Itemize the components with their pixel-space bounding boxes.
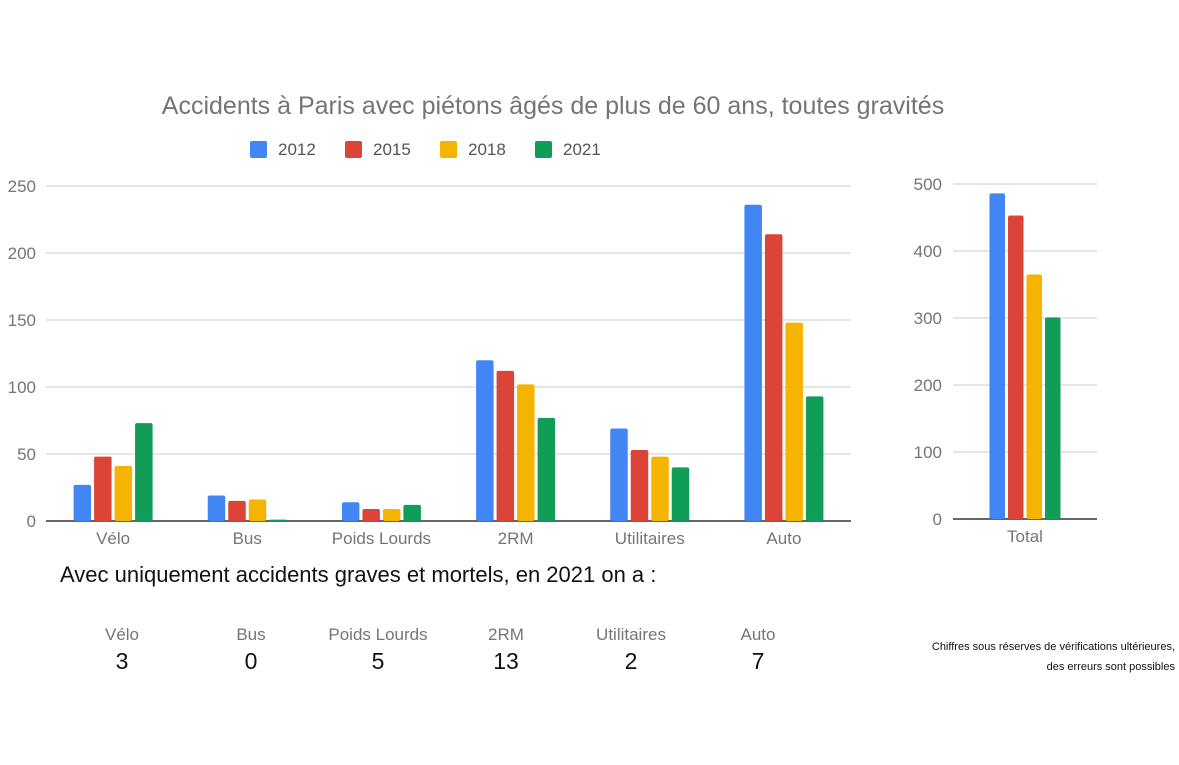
serious-category: Poids Lourds [328,625,428,644]
bar-velo-2018 [114,466,133,521]
serious-value: 13 [493,648,519,674]
x-tick-label-poids-lourds: Poids Lourds [332,529,431,548]
bar-total-2012 [989,193,1005,519]
disclaimer: Chiffres sous réserves de vérifications … [932,637,1175,677]
bar-poids-lourds-2018 [382,508,401,521]
legend-swatch-2018 [440,141,457,158]
y-tick-label: 400 [914,242,942,261]
serious-category: Bus [236,625,266,644]
y-tick-label: 50 [17,445,36,464]
total-bar-chart: 0 100 200 300 400 500 Total [914,175,1097,546]
y-tick-label: 0 [933,510,942,529]
serious-value: 2 [624,648,638,674]
serious-value: 5 [371,648,385,674]
disclaimer-line-1: Chiffres sous réserves de vérifications … [931,641,1175,653]
bar-utilitaires-2012 [610,428,628,521]
y-tick-label: 100 [914,443,942,462]
bar-auto-2018 [785,322,803,521]
legend-label-2015: 2015 [373,140,411,159]
serious-category: Vélo [104,625,140,644]
legend-swatch-2021 [535,141,552,158]
bar-bus-2015 [228,500,246,521]
y-tick-label: 0 [27,512,36,531]
y-tick-label: 150 [8,311,36,330]
serious-value: 3 [115,648,129,674]
bar-total-2018 [1026,274,1042,519]
serious-category: Utilitaires [596,625,666,644]
bar-utilitaires-2018 [651,456,669,521]
disclaimer-line-2: des erreurs sont possibles [1046,661,1175,673]
bar-total-2021 [1045,317,1061,519]
bar-2rm-2018 [517,384,535,521]
y-tick-label: 200 [914,376,942,395]
serious-item-bus: Bus 0 [181,625,321,675]
serious-value: 0 [244,648,258,674]
serious-item-velo: Vélo 3 [52,625,192,675]
serious-value: 7 [751,648,765,674]
chart-title: Accidents à Paris avec piétons âgés de p… [162,92,944,120]
x-tick-label-2rm: 2RM [498,529,534,548]
serious-accidents-title: Avec uniquement accidents graves et mort… [60,562,657,587]
y-tick-label: 300 [914,309,942,328]
bar-auto-2012 [744,204,762,521]
serious-item-poids-lourds: Poids Lourds 5 [308,625,448,675]
legend-swatch-2015 [345,141,362,158]
legend-swatch-2012 [250,141,267,158]
serious-item-utilitaires: Utilitaires 2 [561,625,701,675]
bar-2rm-2015 [496,370,515,521]
serious-category: 2RM [488,625,524,644]
bar-velo-2012 [73,484,92,521]
bar-auto-2021 [805,396,824,521]
bar-utilitaires-2015 [630,449,649,521]
x-tick-label-auto: Auto [766,529,801,548]
bar-poids-lourds-2021 [403,504,421,521]
y-tick-label: 250 [8,177,36,196]
legend: 2012 2015 2018 2021 [250,140,601,159]
legend-label-2018: 2018 [468,140,506,159]
bar-velo-2021 [135,423,153,521]
legend-label-2012: 2012 [278,140,316,159]
y-tick-label: 500 [914,175,942,194]
y-tick-label: 200 [8,244,36,263]
bar-bus-2021 [269,519,287,521]
bar-poids-lourds-2012 [341,502,360,521]
x-tick-label-velo: Vélo [96,529,130,548]
bar-poids-lourds-2015 [362,508,380,521]
bar-velo-2015 [94,456,112,521]
bar-utilitaires-2021 [671,467,690,521]
bar-auto-2015 [764,234,783,522]
legend-label-2021: 2021 [563,140,601,159]
bar-2rm-2021 [537,417,556,521]
serious-item-2rm: 2RM 13 [436,625,576,675]
x-tick-label-bus: Bus [233,529,262,548]
bar-total-2015 [1008,215,1024,520]
x-tick-label-total: Total [1007,527,1043,546]
bar-2rm-2012 [476,360,494,521]
y-tick-label: 100 [8,378,36,397]
serious-item-auto: Auto 7 [688,625,828,675]
main-bar-chart: 0 50 100 150 200 250 Vélo Bus Poids Lourds 2RM Uti… [8,177,851,548]
x-tick-label-utilitaires: Utilitaires [615,529,685,548]
bar-bus-2018 [248,499,267,521]
serious-category: Auto [740,625,776,644]
bar-bus-2012 [207,495,226,521]
